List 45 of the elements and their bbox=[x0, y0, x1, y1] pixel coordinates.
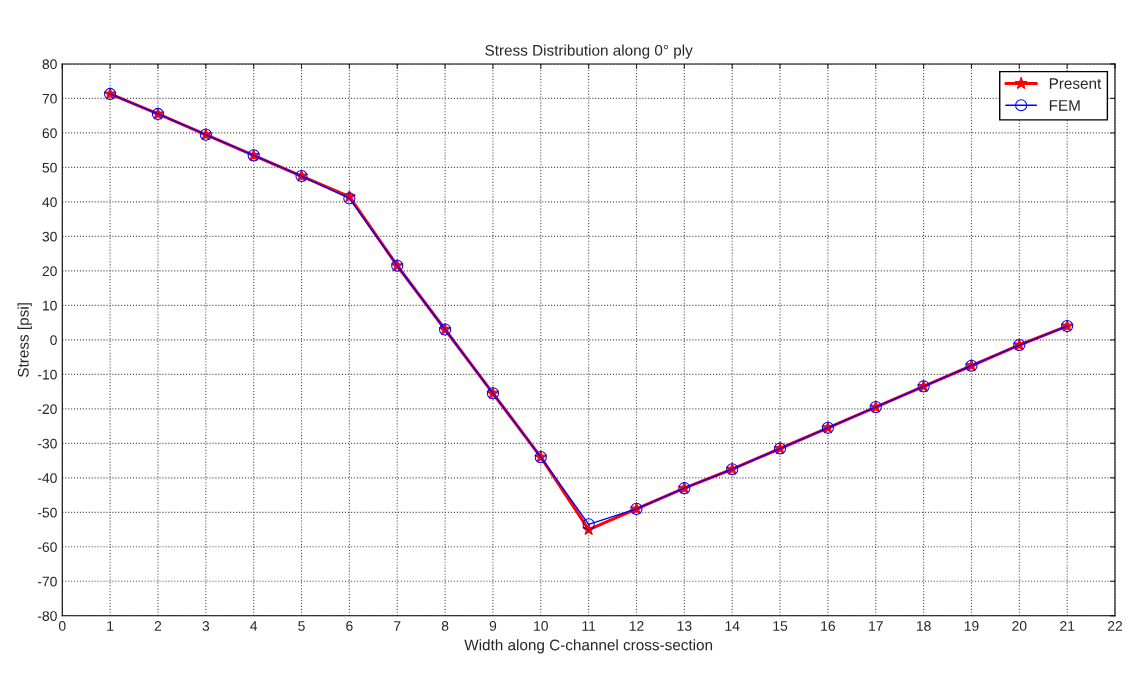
x-tick-label: 11 bbox=[582, 621, 596, 631]
y-tick-label: -50 bbox=[37, 507, 57, 518]
y-tick-label: -70 bbox=[37, 576, 57, 587]
x-tick-label: 4 bbox=[250, 621, 258, 631]
x-tick-label: 21 bbox=[1060, 621, 1075, 631]
y-tick-label: 70 bbox=[42, 93, 57, 104]
x-tick-label: 12 bbox=[629, 621, 644, 631]
y-tick-label: -40 bbox=[37, 473, 57, 483]
x-tick-label: 14 bbox=[725, 621, 740, 631]
x-tick-label: 13 bbox=[677, 621, 692, 631]
x-tick-label: 2 bbox=[154, 621, 162, 631]
y-tick-label: 60 bbox=[42, 128, 57, 139]
y-tick-label: -20 bbox=[37, 404, 57, 415]
x-tick-label: 15 bbox=[773, 621, 788, 631]
y-tick-label: 10 bbox=[43, 300, 57, 311]
x-tick-label: 18 bbox=[916, 621, 931, 631]
x-axis-title: Width along C-channel cross-section bbox=[464, 639, 713, 654]
x-tick-label: 16 bbox=[821, 621, 836, 631]
legend-label: FEM bbox=[1049, 100, 1080, 111]
y-tick-label: -80 bbox=[37, 611, 57, 621]
x-tick-label: 22 bbox=[1108, 621, 1123, 631]
x-tick-label: 3 bbox=[202, 621, 210, 631]
x-tick-label: 19 bbox=[964, 621, 979, 631]
y-tick-label: 40 bbox=[42, 197, 57, 208]
y-tick-label: 30 bbox=[42, 231, 57, 242]
x-tick-label: 20 bbox=[1012, 621, 1027, 631]
x-tick-label: 10 bbox=[534, 621, 548, 631]
x-tick-label: 0 bbox=[58, 621, 66, 631]
y-tick-label: -30 bbox=[37, 438, 57, 449]
y-tick-label: 20 bbox=[42, 266, 57, 277]
x-tick-label: 1 bbox=[107, 621, 114, 631]
x-tick-label: 7 bbox=[394, 621, 401, 631]
y-tick-label: 80 bbox=[42, 59, 57, 70]
x-tick-label: 17 bbox=[869, 621, 883, 631]
y-tick-label: 0 bbox=[50, 335, 57, 346]
chart-title: Stress Distribution along 0° ply bbox=[485, 44, 693, 59]
x-tick-label: 6 bbox=[346, 621, 353, 631]
x-tick-label: 8 bbox=[441, 621, 449, 631]
y-tick-label: 50 bbox=[42, 162, 57, 173]
x-tick-label: 9 bbox=[489, 621, 497, 631]
legend-label: Present bbox=[1049, 78, 1102, 89]
y-tick-label: -60 bbox=[37, 542, 57, 552]
y-axis-title: Stress [psi] bbox=[17, 303, 32, 377]
x-tick-label: 5 bbox=[298, 621, 305, 631]
y-tick-label: -10 bbox=[37, 369, 57, 380]
